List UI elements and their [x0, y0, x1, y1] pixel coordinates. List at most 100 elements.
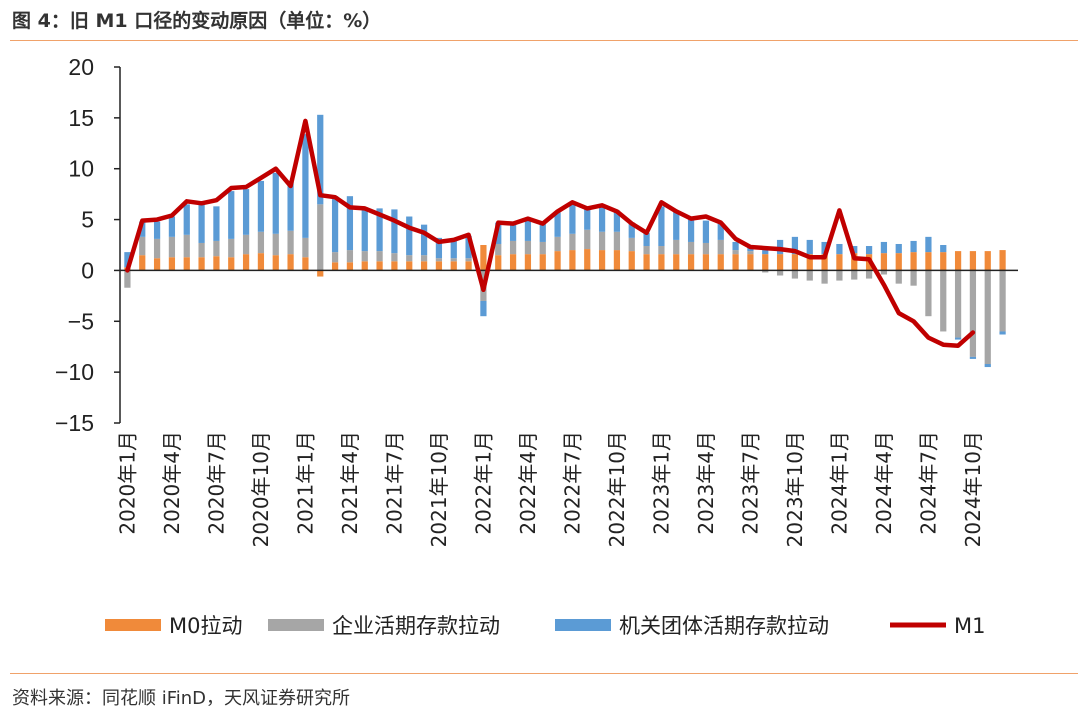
y-tick-label: −10 — [55, 359, 94, 385]
bar-corp — [509, 240, 517, 255]
bar-gov — [465, 235, 472, 259]
bar-corp — [302, 237, 309, 258]
bar-m0 — [658, 254, 665, 271]
bar-corp — [598, 231, 606, 251]
bar-corp — [762, 270, 769, 273]
bar-m0 — [198, 257, 205, 271]
bar-m0 — [168, 257, 176, 271]
x-tick-label: 2020年7月 — [204, 431, 228, 535]
bar-corp — [717, 239, 724, 255]
bar-corp — [539, 241, 546, 255]
bar-gov — [836, 243, 843, 255]
bar-corp — [702, 242, 710, 255]
bar-gov — [124, 252, 131, 268]
bar-gov — [643, 232, 650, 247]
bar-gov — [391, 209, 398, 254]
bar-m0 — [331, 262, 339, 271]
bar-m0 — [687, 254, 695, 271]
bar-corp — [168, 236, 176, 258]
bar-corp — [865, 270, 873, 279]
bar-gov — [791, 236, 799, 255]
bar-m0 — [539, 254, 546, 271]
bar-gov — [806, 239, 813, 255]
chart-title: 图 4：旧 M1 口径的变动原因（单位：%） — [12, 10, 382, 32]
bar-corp — [925, 270, 932, 317]
bar-m0 — [999, 250, 1006, 271]
bar-m0 — [836, 254, 843, 271]
bar-m0 — [821, 254, 828, 271]
bar-corp — [747, 251, 754, 255]
legend-swatch — [268, 619, 324, 631]
bar-corp — [984, 270, 991, 365]
bar-corp — [391, 253, 398, 262]
bar-corp — [569, 233, 576, 251]
bar-corp — [880, 270, 888, 275]
bar-m0 — [213, 256, 220, 271]
bar-m0 — [183, 257, 190, 271]
bar-m0 — [361, 261, 368, 271]
bar-m0 — [435, 261, 443, 271]
bar-m0 — [302, 257, 309, 271]
bar-corp — [346, 250, 354, 263]
bar-m0 — [895, 253, 902, 271]
bar-gov — [658, 206, 665, 247]
bar-corp — [376, 251, 383, 262]
x-tick-label: 2024年4月 — [872, 431, 896, 535]
x-tick-label: 2022年4月 — [516, 431, 540, 535]
x-tick-label: 2020年4月 — [160, 431, 184, 535]
bar-m0 — [554, 251, 561, 271]
legend: M0拉动 企业活期存款拉动 机关团体活期存款拉动 M1 — [105, 614, 985, 638]
bar-corp — [940, 270, 947, 332]
bar-m0 — [420, 261, 428, 271]
bar-gov — [213, 206, 220, 241]
bar-gov — [331, 196, 339, 253]
bar-corp — [821, 270, 828, 284]
bar-gov — [153, 221, 161, 239]
bar-gov — [539, 223, 546, 242]
bar-gov — [509, 222, 517, 241]
bar-corp — [554, 236, 561, 252]
bar-gov — [969, 356, 977, 359]
bar-m0 — [702, 254, 710, 271]
bar-gov — [183, 204, 190, 235]
bar-gov — [376, 208, 383, 252]
x-tick-label: 2020年10月 — [249, 431, 273, 547]
bar-gov — [287, 181, 294, 231]
bar-gov — [598, 204, 606, 232]
bar-gov — [865, 246, 873, 255]
x-tick-label: 2020年1月 — [115, 431, 139, 535]
x-tick-label: 2021年4月 — [338, 431, 362, 535]
bar-m0 — [153, 258, 161, 271]
bar-m0 — [584, 249, 591, 271]
bar-m0 — [257, 253, 265, 271]
bar-m0 — [598, 250, 606, 271]
x-tick-label: 2024年1月 — [827, 431, 851, 535]
bar-gov — [406, 216, 413, 256]
bar-m0 — [376, 261, 383, 271]
bar-gov — [569, 202, 576, 234]
bar-corp — [124, 270, 131, 288]
bar-gov — [346, 196, 354, 251]
bar-corp — [613, 231, 621, 251]
bar-m0 — [791, 254, 799, 271]
bar-m0 — [806, 254, 813, 271]
bar-m0 — [495, 255, 502, 271]
bar-m0 — [228, 257, 235, 271]
bar-corp — [495, 243, 502, 256]
source-note: 资料来源：同花顺 iFinD，天风证券研究所 — [12, 688, 351, 709]
bar-m0 — [613, 250, 621, 271]
bar-m0 — [776, 254, 784, 271]
bar-m0 — [317, 270, 324, 277]
bar-gov — [317, 114, 324, 205]
bar-corp — [242, 234, 250, 255]
bar-gov — [228, 191, 235, 239]
bar-corp — [228, 238, 235, 258]
bar-gov — [420, 224, 428, 256]
x-tick-label: 2021年7月 — [382, 431, 406, 535]
bars-layer — [124, 114, 1006, 368]
bar-m0 — [925, 252, 932, 271]
bar-gov — [717, 223, 724, 240]
bar-m0 — [940, 252, 947, 271]
legend-swatch — [105, 619, 161, 631]
bar-corp — [851, 270, 858, 280]
